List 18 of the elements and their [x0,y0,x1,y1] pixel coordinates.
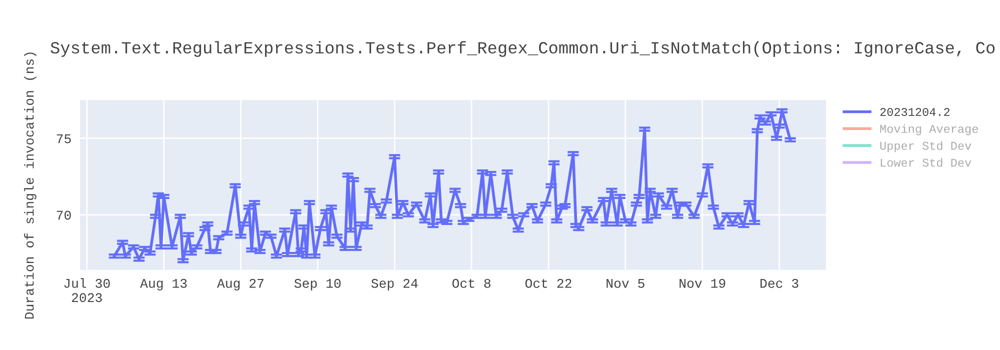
x-tick-label: Dec 3 [760,278,798,288]
x-tick-label: Oct 8 [452,278,490,288]
x-tick-label: Nov 5 [606,279,644,288]
x-tick-label: Aug 13 [140,278,187,290]
legend-label: Upper Std Dev [880,141,972,152]
legend-label: Lower Std Dev [880,158,972,167]
x-tick-label: Sep 10 [294,278,341,290]
x-tick-label: Nov 19 [680,278,726,288]
chart-title: System.Text.RegularExpressions.Tests.Perf_Regex_Common.Uri_IsNotMatch(Options: IgnoreCase, Co [50,41,995,57]
x-tick-label: Oct 22 [525,278,572,288]
legend-label: Moving Average [880,124,978,136]
legend-label: 20231204.2 [880,108,950,116]
x-tick-label: Sep 24 [371,278,418,290]
x-tick-label: Jul 30 2023 [64,278,110,302]
y-axis-title: Duration of single invocation (ns) [24,52,36,319]
y-tick-label: 75 [56,134,71,144]
x-tick-label: Aug 27 [216,278,264,290]
y-tick-label: 70 [56,210,71,220]
